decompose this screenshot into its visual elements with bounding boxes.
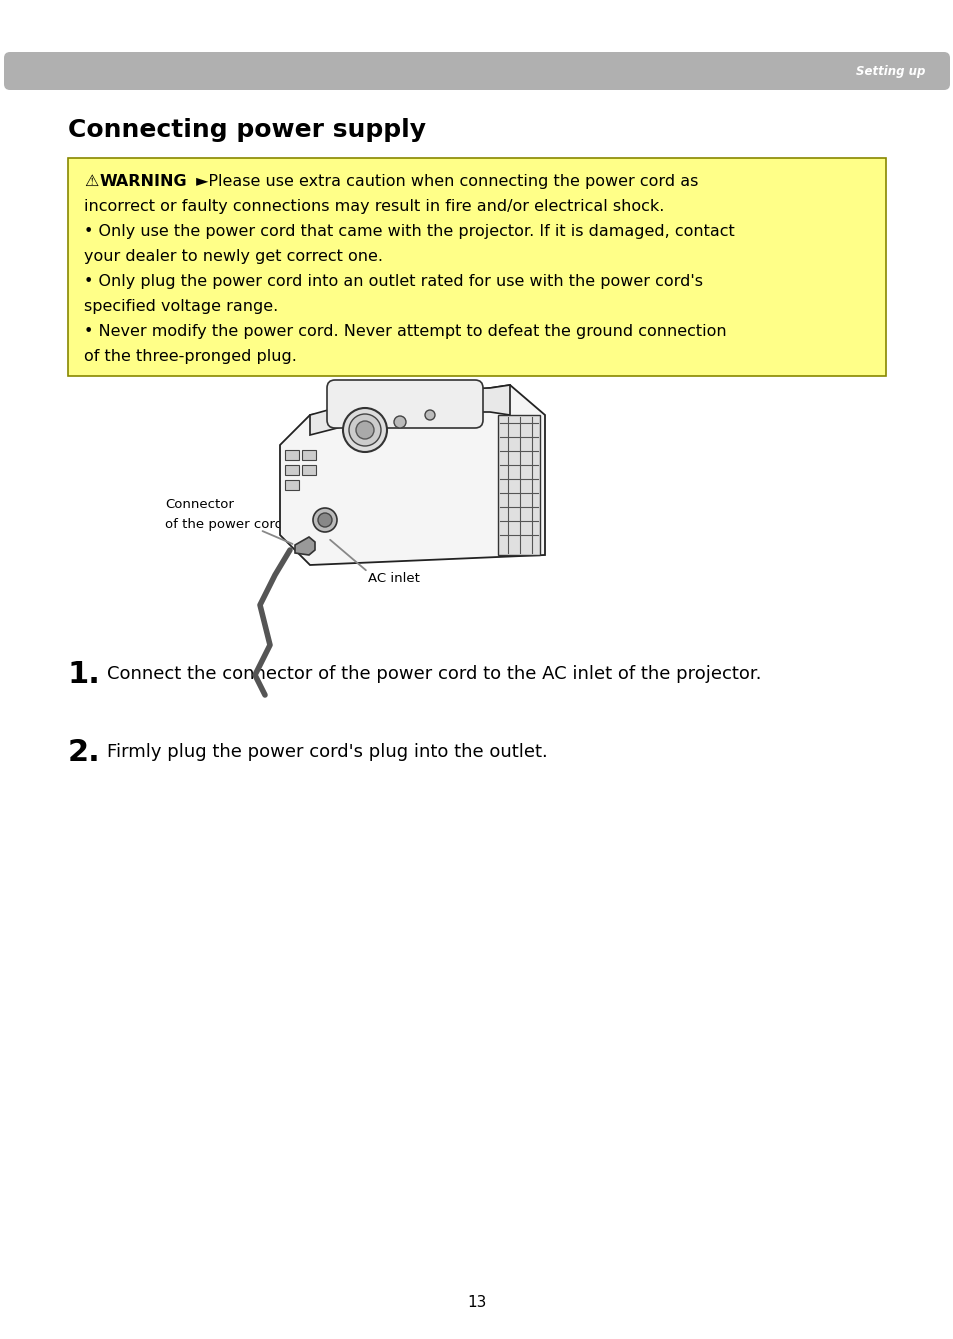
Circle shape (394, 416, 406, 428)
Text: • Never modify the power cord. Never attempt to defeat the ground connection: • Never modify the power cord. Never att… (84, 324, 726, 339)
Circle shape (313, 507, 336, 532)
Text: Connecting power supply: Connecting power supply (68, 118, 426, 142)
Bar (285, 479, 298, 490)
Polygon shape (280, 386, 544, 565)
Polygon shape (294, 537, 314, 554)
Text: specified voltage range.: specified voltage range. (84, 299, 278, 315)
Text: of the three-pronged plug.: of the three-pronged plug. (84, 349, 296, 364)
Bar (285, 450, 298, 461)
Circle shape (343, 408, 387, 453)
Bar (302, 450, 315, 461)
Text: of the power cord: of the power cord (165, 518, 283, 532)
Text: 2.: 2. (68, 738, 101, 767)
Text: ⚠: ⚠ (84, 174, 98, 189)
Text: your dealer to newly get correct one.: your dealer to newly get correct one. (84, 249, 382, 264)
Text: Firmly plug the power cord's plug into the outlet.: Firmly plug the power cord's plug into t… (107, 743, 547, 761)
Text: Connect the connector of the power cord to the AC inlet of the projector.: Connect the connector of the power cord … (107, 665, 760, 683)
Text: ►Please use extra caution when connecting the power cord as: ►Please use extra caution when connectin… (191, 174, 698, 189)
Text: WARNING: WARNING (100, 174, 188, 189)
Bar (497, 415, 539, 554)
Text: • Only plug the power cord into an outlet rated for use with the power cord's: • Only plug the power cord into an outle… (84, 274, 702, 289)
Text: Setting up: Setting up (855, 64, 924, 78)
Polygon shape (310, 386, 510, 435)
Text: • Only use the power cord that came with the projector. If it is damaged, contac: • Only use the power cord that came with… (84, 224, 734, 238)
Text: AC inlet: AC inlet (368, 572, 419, 585)
Bar (285, 465, 298, 475)
Text: 13: 13 (467, 1295, 486, 1310)
FancyBboxPatch shape (68, 158, 885, 376)
Bar (302, 465, 315, 475)
Text: incorrect or faulty connections may result in fire and/or electrical shock.: incorrect or faulty connections may resu… (84, 200, 663, 214)
Circle shape (424, 410, 435, 420)
Circle shape (317, 513, 332, 528)
FancyBboxPatch shape (327, 380, 482, 428)
Text: 1.: 1. (68, 660, 101, 690)
Text: Connector: Connector (165, 498, 233, 511)
FancyBboxPatch shape (4, 52, 949, 90)
Circle shape (349, 414, 380, 446)
Circle shape (355, 420, 374, 439)
